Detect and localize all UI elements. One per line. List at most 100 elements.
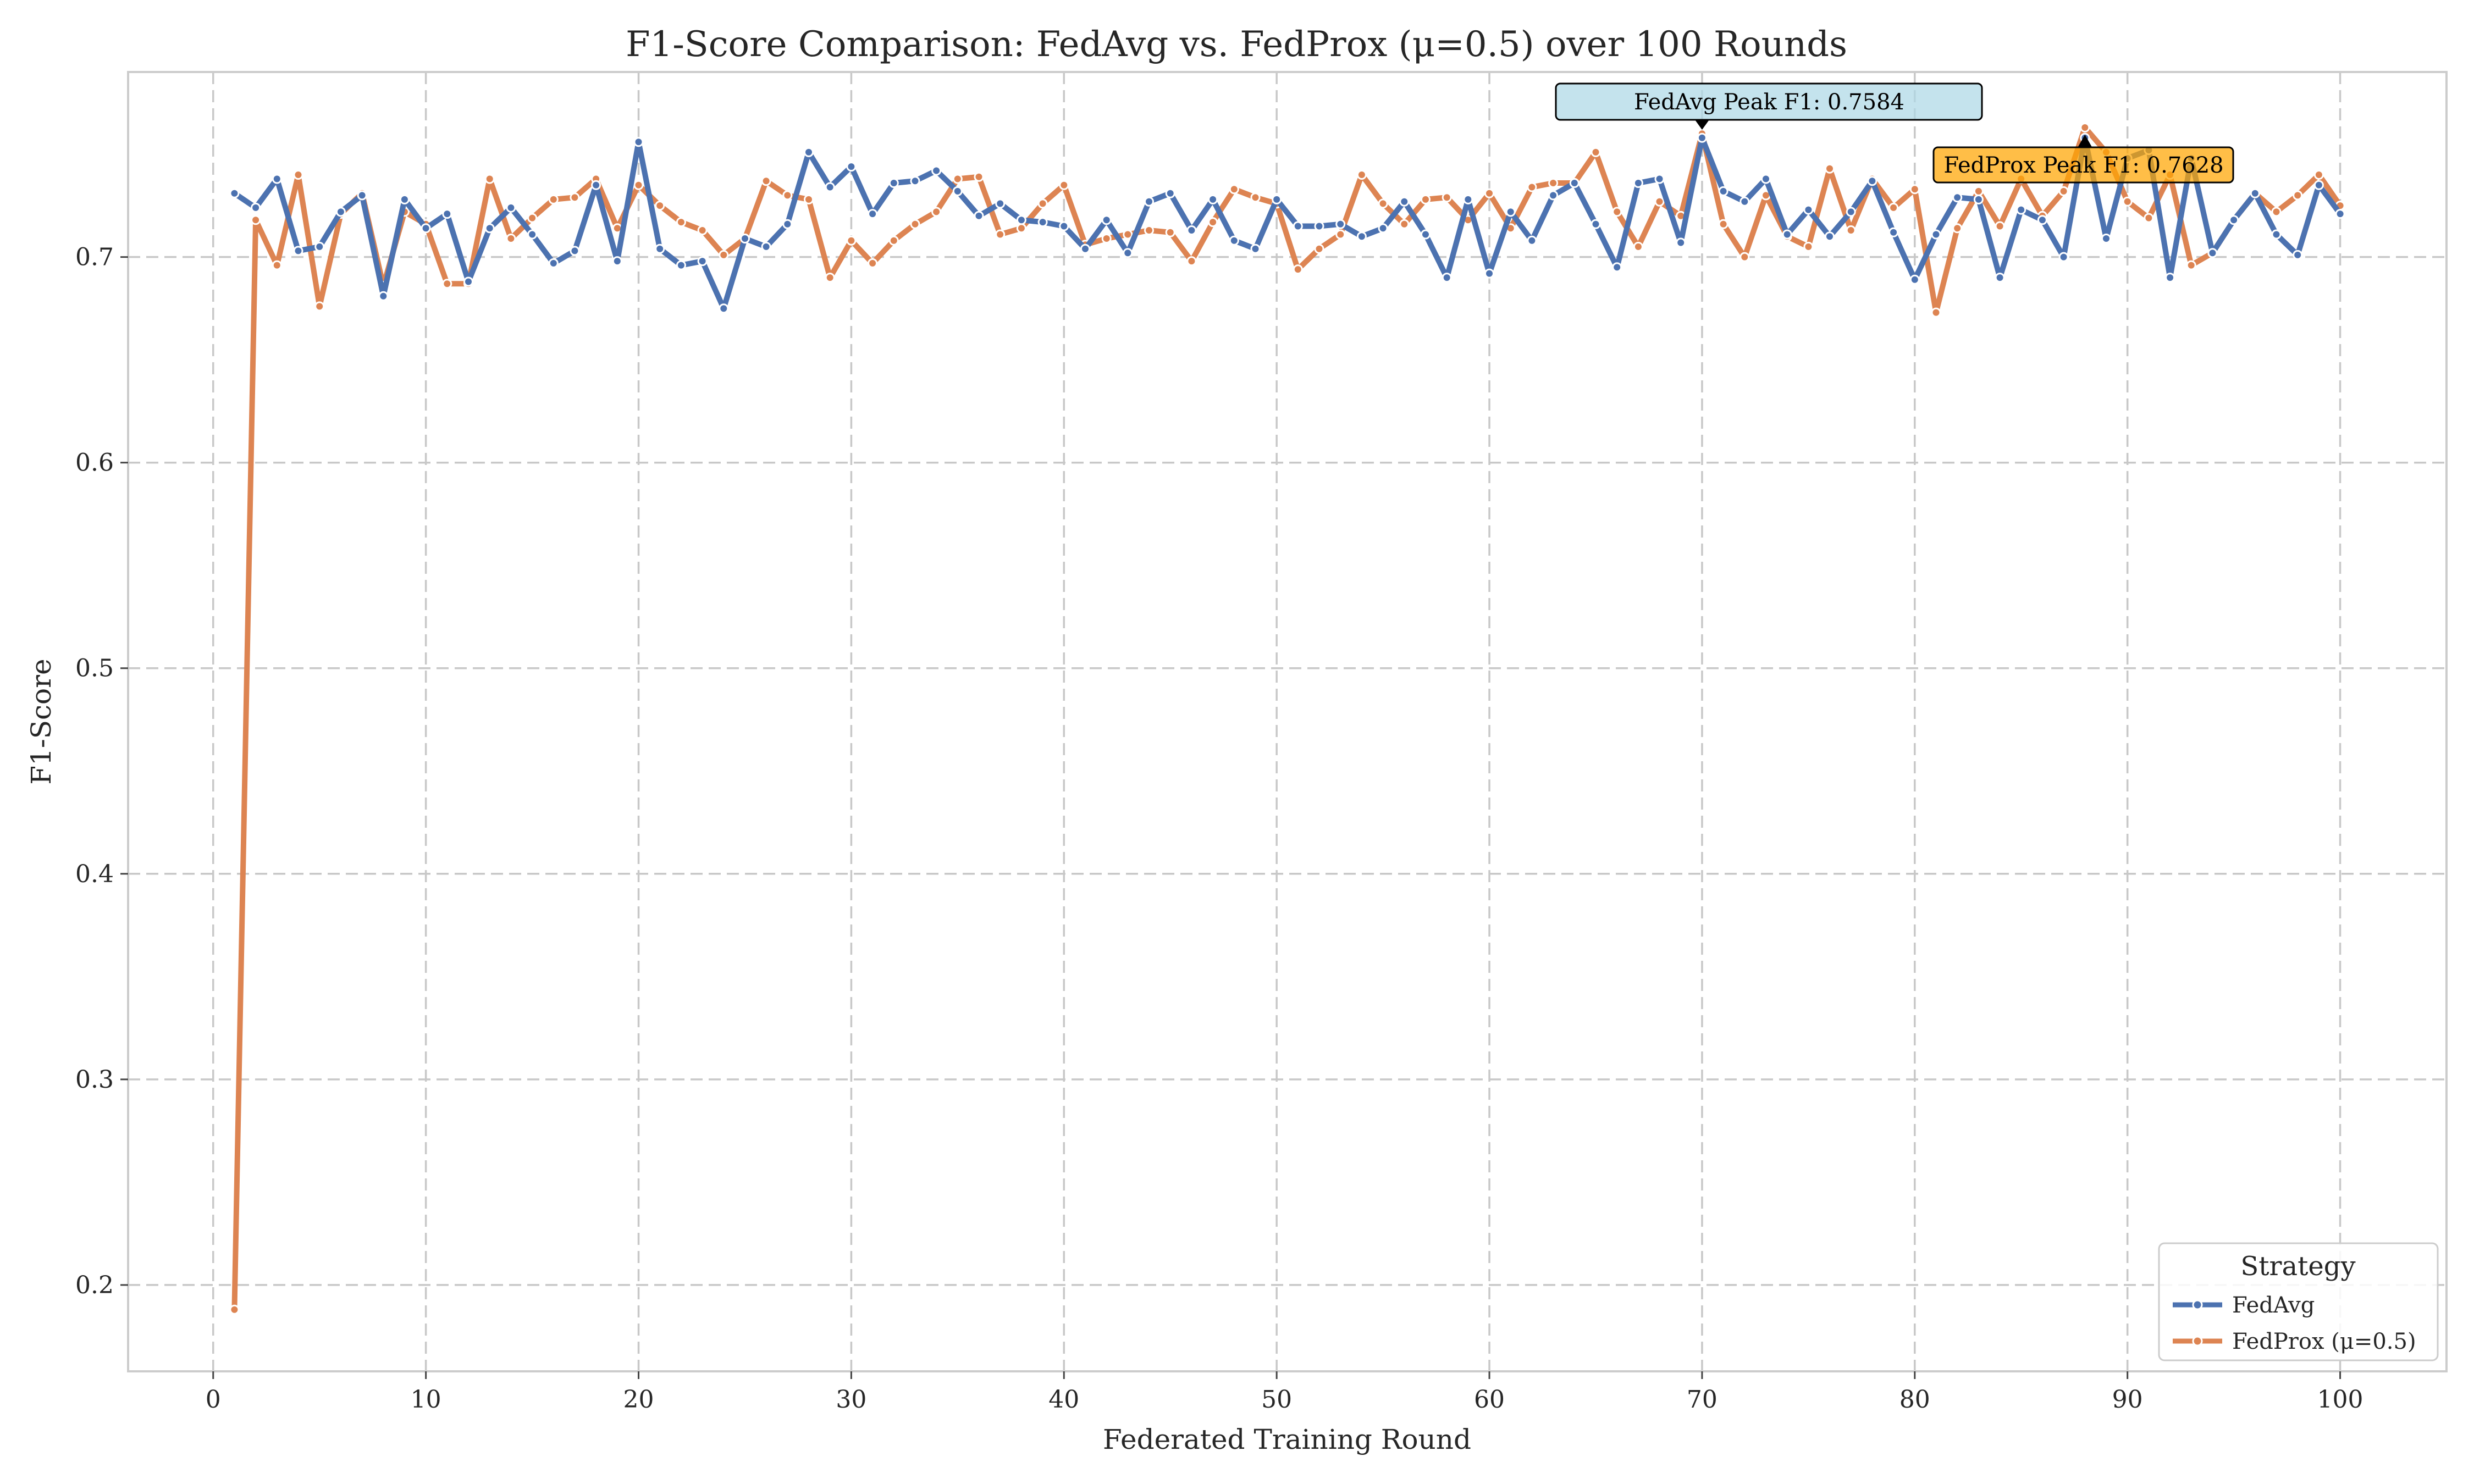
fedprox-point: [1803, 241, 1814, 252]
fedavg-point: [1272, 194, 1282, 204]
fedavg-point: [1761, 174, 1771, 184]
annotation-box: [1555, 82, 1983, 121]
peak-annotations: FedAvg Peak F1: 0.7584 FedProx Peak F1: 0…: [1555, 82, 2234, 184]
fedavg-point: [1654, 174, 1665, 184]
fedavg-point: [1888, 227, 1899, 237]
fedavg-point: [548, 258, 559, 268]
fedprox-point: [1548, 178, 1559, 188]
fedavg-point: [229, 188, 240, 198]
fedprox-point: [1846, 225, 1856, 235]
legend-label-fedprox: FedProx (μ=0.5): [2232, 1329, 2416, 1354]
fedprox-point: [2122, 196, 2133, 207]
fedprox-point: [2186, 260, 2196, 270]
fedprox-point: [1973, 186, 1984, 196]
fedavg-point: [931, 165, 942, 176]
fedprox-point: [1909, 184, 1920, 195]
fedavg-point: [1442, 273, 1452, 283]
fedavg-point: [782, 219, 793, 229]
x-tick-label: 70: [1687, 1386, 1718, 1414]
x-tick-label: 60: [1474, 1386, 1505, 1414]
fedavg-point: [1973, 194, 1984, 204]
fedavg-point: [1123, 248, 1133, 258]
fedprox-point: [442, 279, 452, 289]
fedprox-point: [2271, 207, 2282, 217]
fedavg-point: [1995, 273, 2005, 283]
x-tick-label: 90: [2112, 1386, 2143, 1414]
fedavg-point: [910, 176, 920, 186]
fedavg-point: [1293, 221, 1303, 231]
fedprox-point: [1165, 227, 1175, 237]
x-axis-label: Federated Training Round: [1103, 1424, 1471, 1455]
fedavg-point: [888, 178, 899, 188]
fedprox-point: [1888, 202, 1899, 213]
fedprox-point: [1484, 188, 1494, 198]
fedprox-point: [1208, 217, 1218, 228]
fedavg-point: [1080, 243, 1090, 254]
fedavg-point: [697, 256, 708, 267]
fedprox-point: [1293, 264, 1303, 275]
fedprox-point: [846, 235, 857, 246]
fedprox-point: [1037, 198, 1048, 209]
fedavg-point: [2037, 215, 2047, 225]
fedavg-point: [1463, 194, 1473, 204]
fedavg-point: [314, 241, 325, 252]
fedavg-point: [1952, 192, 1963, 203]
fedprox-line: [231, 125, 2343, 1313]
fedavg-point: [1144, 196, 1154, 207]
legend: Strategy FedAvg FedProx (μ=0.5): [2158, 1242, 2439, 1361]
fedavg-point: [1867, 176, 1877, 186]
fedprox-point: [1995, 221, 2005, 231]
fedprox-point: [1250, 192, 1261, 203]
fedprox-point: [314, 301, 325, 312]
y-axis-label: F1-Score: [25, 658, 57, 784]
fedavg-point: [676, 260, 686, 270]
fedavg-point: [421, 223, 431, 234]
fedavg-point: [1782, 229, 1792, 240]
fedprox-point: [2058, 186, 2069, 196]
fedavg-point: [1059, 221, 1069, 231]
x-tick-label: 10: [411, 1386, 441, 1414]
fedavg-point: [335, 207, 346, 217]
fedprox-point: [825, 273, 835, 283]
fedprox-point: [1229, 184, 1239, 195]
fedavg-point: [272, 174, 282, 184]
fedavg-point: [974, 211, 984, 221]
legend-box: [2158, 1242, 2439, 1361]
fedavg-point: [251, 202, 261, 213]
fedprox-point: [931, 207, 942, 217]
fedavg-point: [1739, 196, 1750, 207]
fedavg-point: [399, 194, 410, 204]
fedavg-point: [1229, 235, 1239, 246]
x-tick-label: 30: [836, 1386, 866, 1414]
fedprox-point: [1335, 229, 1346, 240]
fedavg-point: [1421, 229, 1431, 240]
fedavg-point: [1633, 178, 1643, 188]
fedprox-point: [2293, 190, 2303, 201]
fedavg-point: [846, 162, 857, 172]
fedavg-point: [2335, 209, 2345, 219]
fedavg-point: [761, 241, 771, 252]
y-tick-label: 0.3: [75, 1066, 114, 1094]
fedavg-point: [804, 147, 814, 157]
fedprox-point: [506, 234, 516, 243]
fedavg-point: [1016, 215, 1026, 225]
legend-title: Strategy: [2240, 1251, 2355, 1282]
fedavg-point: [1484, 268, 1494, 279]
annotation-label: FedAvg Peak F1: 0.7584: [1634, 90, 1904, 115]
fedavg-point: [2058, 252, 2069, 262]
fedavg-point: [1548, 190, 1559, 201]
fedprox-point: [293, 170, 303, 180]
fedprox-point: [697, 225, 708, 235]
y-tick-label: 0.4: [75, 860, 114, 888]
fedavg-point: [1356, 231, 1367, 242]
fedavg-point: [952, 186, 963, 196]
fedprox-point: [272, 260, 282, 270]
fedprox-point: [1378, 198, 1388, 209]
fedprox-point: [888, 235, 899, 246]
chart-title: F1-Score Comparison: FedAvg vs. FedProx …: [626, 24, 1847, 65]
fedprox-point: [1591, 147, 1601, 157]
y-tick-label: 0.6: [75, 449, 114, 477]
fedavg-point: [570, 246, 580, 256]
legend-label-fedavg: FedAvg: [2232, 1293, 2315, 1318]
fedprox-point: [2313, 170, 2324, 180]
